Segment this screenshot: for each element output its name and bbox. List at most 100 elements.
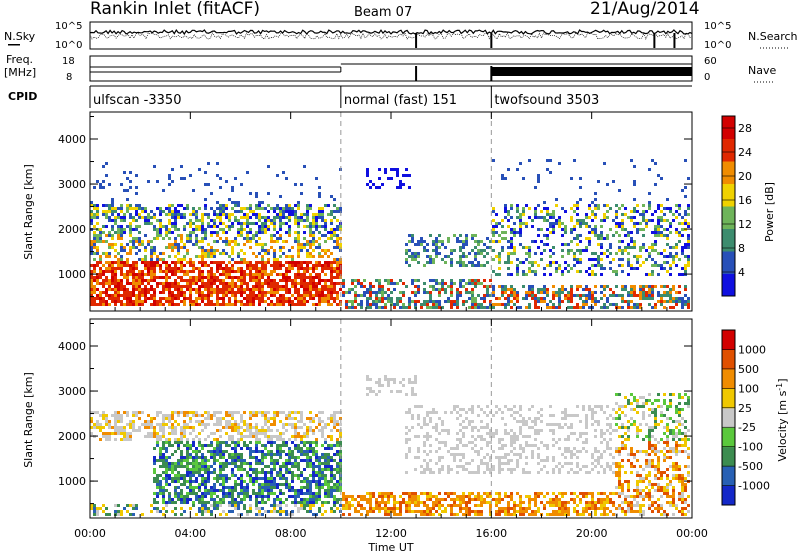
heat-cell bbox=[459, 249, 462, 252]
heat-cell bbox=[255, 207, 258, 210]
heat-cell bbox=[105, 162, 108, 165]
heat-cell bbox=[165, 423, 168, 426]
heat-cell bbox=[546, 237, 549, 240]
heat-cell bbox=[165, 225, 168, 228]
heat-cell bbox=[525, 225, 528, 228]
heat-cell bbox=[228, 303, 231, 306]
heat-cell bbox=[498, 297, 501, 300]
heat-cell bbox=[297, 462, 300, 465]
heat-cell bbox=[270, 510, 273, 513]
heat-cell bbox=[651, 264, 654, 267]
heat-cell bbox=[633, 306, 636, 309]
heat-cell bbox=[570, 207, 573, 210]
heat-cell bbox=[201, 261, 204, 264]
heat-cell bbox=[240, 480, 243, 483]
heat-cell bbox=[516, 264, 519, 267]
heat-cell bbox=[597, 261, 600, 264]
heat-cell bbox=[318, 243, 321, 246]
heat-cell bbox=[633, 255, 636, 258]
heat-cell bbox=[171, 432, 174, 435]
heat-cell bbox=[183, 477, 186, 480]
heat-cell bbox=[645, 273, 648, 276]
heat-cell bbox=[411, 282, 414, 285]
heat-cell bbox=[270, 468, 273, 471]
heat-cell bbox=[369, 390, 372, 393]
heat-cell bbox=[681, 228, 684, 231]
heat-cell bbox=[234, 240, 237, 243]
heat-cell bbox=[336, 267, 339, 270]
heat-cell bbox=[261, 414, 264, 417]
heat-cell bbox=[369, 303, 372, 306]
heat-cell bbox=[207, 471, 210, 474]
heat-cell bbox=[477, 249, 480, 252]
heat-cell bbox=[171, 297, 174, 300]
heat-cell bbox=[435, 303, 438, 306]
heat-cell bbox=[330, 267, 333, 270]
heat-cell bbox=[135, 288, 138, 291]
heat-cell bbox=[222, 267, 225, 270]
heat-cell bbox=[651, 159, 654, 162]
heat-cell bbox=[222, 303, 225, 306]
heat-cell bbox=[183, 459, 186, 462]
heat-cell bbox=[183, 279, 186, 282]
heat-cell bbox=[336, 210, 339, 213]
heat-cell bbox=[240, 222, 243, 225]
heat-cell bbox=[558, 267, 561, 270]
heat-cell bbox=[183, 498, 186, 501]
heat-cell bbox=[663, 291, 666, 294]
heat-cell bbox=[687, 222, 690, 225]
heat-cell bbox=[96, 426, 99, 429]
heat-cell bbox=[195, 459, 198, 462]
heat-cell bbox=[411, 300, 414, 303]
heat-cell bbox=[630, 306, 633, 309]
heat-cell bbox=[216, 294, 219, 297]
heat-cell bbox=[282, 411, 285, 414]
heat-cell bbox=[294, 213, 297, 216]
heat-cell bbox=[327, 453, 330, 456]
heat-cell bbox=[171, 261, 174, 264]
heat-cell bbox=[534, 252, 537, 255]
heat-cell bbox=[120, 216, 123, 219]
heat-cell bbox=[621, 258, 624, 261]
heat-cell bbox=[195, 225, 198, 228]
heat-cell bbox=[219, 267, 222, 270]
heat-cell bbox=[138, 270, 141, 273]
heat-cell bbox=[261, 276, 264, 279]
heat-cell bbox=[594, 231, 597, 234]
heat-cell bbox=[288, 255, 291, 258]
heat-cell bbox=[381, 183, 384, 186]
heat-cell bbox=[684, 243, 687, 246]
heat-cell bbox=[258, 213, 261, 216]
heat-cell bbox=[468, 279, 471, 282]
heat-cell bbox=[510, 204, 513, 207]
heat-cell bbox=[153, 288, 156, 291]
heat-cell bbox=[513, 234, 516, 237]
heat-cell bbox=[153, 447, 156, 450]
heat-cell bbox=[243, 222, 246, 225]
heat-cell bbox=[192, 228, 195, 231]
heat-cell bbox=[291, 462, 294, 465]
heat-cell bbox=[162, 465, 165, 468]
heat-cell bbox=[264, 249, 267, 252]
heat-cell bbox=[261, 486, 264, 489]
heat-cell bbox=[252, 303, 255, 306]
heat-cell bbox=[168, 288, 171, 291]
heat-cell bbox=[585, 300, 588, 303]
heat-cell bbox=[300, 219, 303, 222]
heat-cell bbox=[162, 423, 165, 426]
heat-cell bbox=[336, 207, 339, 210]
heat-cell bbox=[528, 291, 531, 294]
heat-cell bbox=[564, 297, 567, 300]
heat-cell bbox=[552, 213, 555, 216]
heat-cell bbox=[213, 450, 216, 453]
heat-cell bbox=[213, 282, 216, 285]
heat-cell bbox=[129, 435, 132, 438]
heat-cell bbox=[618, 189, 621, 192]
heat-cell bbox=[336, 462, 339, 465]
heat-cell bbox=[156, 282, 159, 285]
heat-cell bbox=[366, 183, 369, 186]
heat-cell bbox=[288, 459, 291, 462]
heat-cell bbox=[264, 480, 267, 483]
heat-cell bbox=[360, 513, 363, 516]
heat-cell bbox=[270, 483, 273, 486]
